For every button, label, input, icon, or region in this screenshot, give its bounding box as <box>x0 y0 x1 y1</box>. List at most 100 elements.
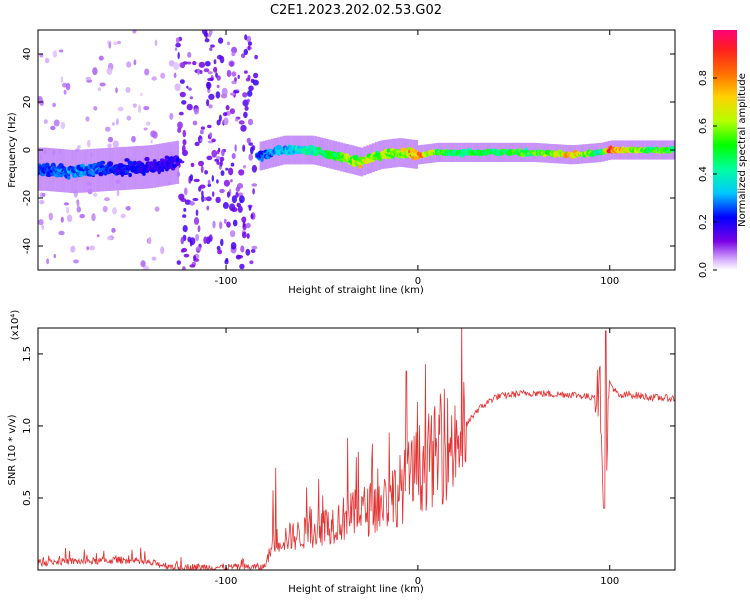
spectrogram-noise-blob <box>112 122 115 126</box>
spectrogram-ridge-cell <box>142 171 146 176</box>
spectrogram-noise-blob <box>233 90 240 94</box>
spectrogram-noise-blob <box>199 129 204 135</box>
spectrogram-marks <box>38 30 675 270</box>
spectrogram-noise-blob <box>132 103 137 108</box>
spectrogram-noise-blob <box>245 222 251 229</box>
snr-y-tick-label: 0.5 <box>22 490 33 506</box>
spectrogram-noise-blob <box>132 30 137 34</box>
spectrogram-noise-blob <box>133 59 137 66</box>
spectrogram-noise-blob <box>250 249 256 253</box>
spectrogram-noise-blob <box>243 111 248 119</box>
spectrogram-noise-blob <box>225 258 229 262</box>
spectrogram-noise-blob <box>208 30 213 36</box>
spectrogram-noise-blob <box>126 61 132 68</box>
spectrogram-noise-blob <box>212 191 215 197</box>
spectrogram-noise-blob <box>230 179 233 183</box>
spectrogram-ticks: -100 0 100 -40 -20 0 20 40 <box>22 30 675 287</box>
spectrogram-ridge-cell <box>175 157 180 163</box>
spectrogram-noise-blob <box>213 66 218 73</box>
spectrogram-noise-blob <box>251 164 257 173</box>
spectrogram-ridge-cell <box>150 161 156 167</box>
spectrogram-noise-blob <box>207 77 213 82</box>
spectrogram-noise-blob <box>52 102 56 108</box>
spectrogram-noise-blob <box>247 41 253 46</box>
spectrogram-noise-blob <box>92 67 98 76</box>
spectrogram-noise-blob <box>211 138 216 143</box>
spectrogram-noise-blob <box>231 195 237 204</box>
spectrogram-noise-blob <box>39 199 45 205</box>
spectrogram-noise-blob <box>238 169 245 176</box>
spectrogram-noise-blob <box>251 183 258 187</box>
snr-marks <box>38 328 675 570</box>
spectrogram-noise-blob <box>160 72 166 79</box>
spectrogram-noise-blob <box>205 196 212 202</box>
spectrogram-noise-blob <box>246 233 250 239</box>
spectrogram-noise-blob <box>225 105 230 111</box>
spectrogram-noise-blob <box>186 61 192 65</box>
spectrogram-noise-blob <box>235 191 239 198</box>
spectrogram-noise-blob <box>105 126 111 132</box>
spectrogram-noise-blob <box>179 79 185 84</box>
spectrogram-noise-blob <box>207 124 212 129</box>
spectrogram-noise-blob <box>226 69 232 78</box>
spectrogram-noise-blob <box>234 77 237 82</box>
spectrogram-noise-blob <box>177 121 183 130</box>
spectrogram-noise-blob <box>175 42 181 48</box>
spectrogram-noise-blob <box>60 216 64 223</box>
spectrogram-noise-blob <box>76 206 82 213</box>
spectrogram-noise-blob <box>248 153 253 161</box>
snr-panel: -100 0 100 0.5 1.0 1.5 Height of straight lin… <box>7 310 676 595</box>
snr-y-label: SNR (10 * v/v) <box>7 414 18 485</box>
spectrogram-noise-blob <box>48 212 53 221</box>
snr-x-tick-label: 0 <box>415 576 421 587</box>
spectrogram-noise-blob <box>215 196 221 204</box>
spectrogram-noise-blob <box>207 71 213 75</box>
spectrogram-ridge-cell <box>132 160 137 166</box>
spectrogram-noise-blob <box>230 162 235 167</box>
spectrogram-noise-blob <box>208 104 213 109</box>
spectrogram-noise-blob <box>189 237 196 246</box>
spectrogram-noise-blob <box>249 260 254 265</box>
spectrogram-noise-blob <box>189 174 193 182</box>
spectrogram-ridge-cell <box>124 158 130 162</box>
spectrogram-y-tick-label: -20 <box>22 190 33 206</box>
spectrogram-noise-blob <box>98 55 104 61</box>
spectrogram-noise-blob <box>91 213 96 222</box>
spectrogram-noise-blob <box>173 72 177 79</box>
spectrogram-noise-blob <box>223 117 229 126</box>
spectrogram-noise-blob <box>227 41 230 46</box>
spectrogram-noise-blob <box>246 35 252 43</box>
spectrogram-noise-blob <box>79 213 85 219</box>
spectrogram-noise-blob <box>182 214 187 218</box>
spectrogram-ridge-cell <box>107 161 114 167</box>
spectrogram-noise-blob <box>73 259 79 264</box>
colorbar-ticks: 0.0 0.2 0.4 0.6 0.8 <box>698 70 717 278</box>
spectrogram-noise-blob <box>117 106 124 112</box>
spectrogram-noise-blob <box>53 119 60 127</box>
spectrogram-noise-blob <box>239 263 245 270</box>
spectrogram-noise-blob <box>192 197 199 202</box>
spectrogram-noise-blob <box>193 108 199 115</box>
spectrogram-y-tick-label: 40 <box>22 48 33 61</box>
spectrogram-noise-blob <box>229 61 235 67</box>
spectrogram-noise-blob <box>39 99 45 106</box>
spectrogram-noise-blob <box>116 189 120 197</box>
spectrogram-noise-blob <box>113 41 118 46</box>
spectrogram-noise-blob <box>150 130 157 138</box>
colorbar-tick-label: 0.2 <box>698 214 709 230</box>
spectrogram-noise-blob <box>215 156 221 160</box>
colorbar-gradient <box>713 30 737 270</box>
spectrogram-noise-blob <box>197 68 200 76</box>
spectrogram-noise-blob <box>216 179 219 184</box>
spectrogram-noise-blob <box>225 167 229 171</box>
spectrogram-noise-blob <box>140 92 143 97</box>
spectrogram-noise-blob <box>244 70 248 74</box>
spectrogram-noise-blob <box>205 31 208 39</box>
spectrogram-noise-blob <box>38 219 44 226</box>
spectrogram-noise-blob <box>195 233 200 242</box>
spectrogram-noise-blob <box>180 198 187 202</box>
spectrogram-ridge-cell <box>172 163 178 168</box>
spectrogram-noise-blob <box>138 104 141 113</box>
spectrogram-noise-blob <box>206 155 213 161</box>
